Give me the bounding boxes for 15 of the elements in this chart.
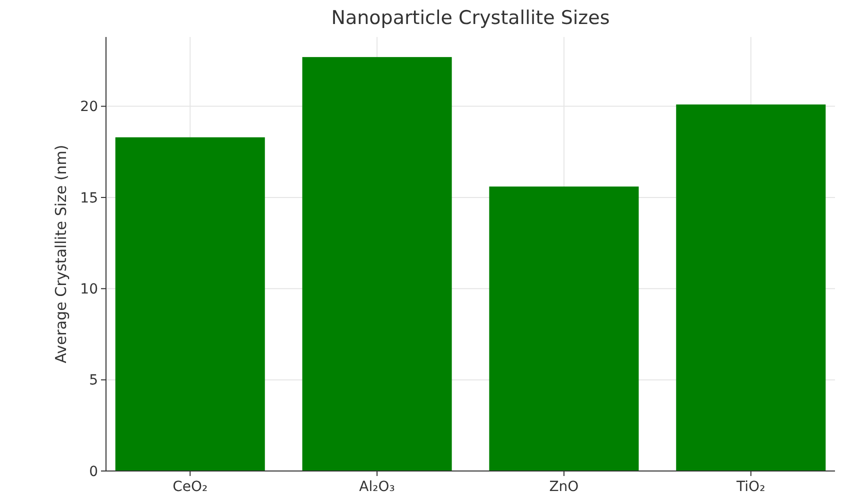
x-tick-label: CeO₂ <box>172 479 208 495</box>
y-tick-label: 5 <box>89 372 98 389</box>
y-tick-label: 15 <box>80 190 98 206</box>
y-axis-title: Average Crystallite Size (nm) <box>52 144 70 364</box>
y-tick-label: 0 <box>89 464 98 480</box>
chart-title: Nanoparticle Crystallite Sizes <box>331 7 610 29</box>
y-tick-label: 10 <box>80 282 98 298</box>
bar <box>115 137 265 471</box>
bar <box>302 57 452 471</box>
y-tick-label: 20 <box>80 99 98 116</box>
bar <box>489 186 639 471</box>
x-tick-label: Al₂O₃ <box>359 479 395 495</box>
x-tick-label: ZnO <box>549 479 579 495</box>
x-tick-label: TiO₂ <box>736 479 766 495</box>
bar <box>676 104 826 471</box>
